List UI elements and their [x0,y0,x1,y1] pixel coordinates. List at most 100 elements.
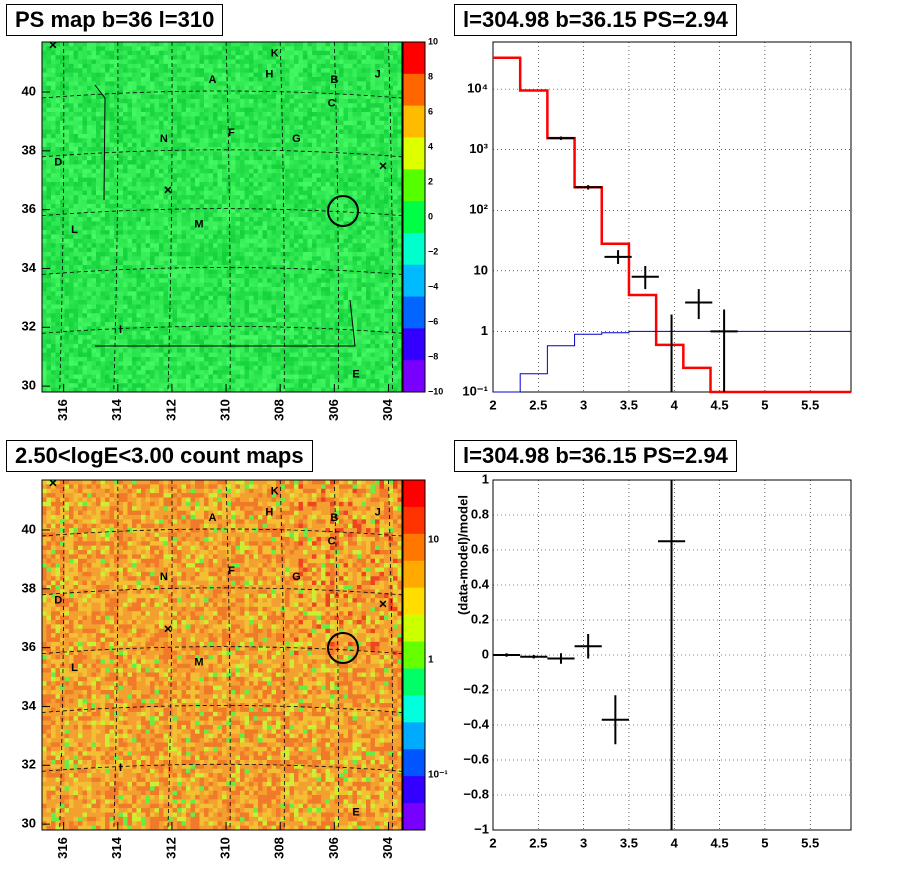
residual-ytick-label: 0.6 [471,541,489,556]
count-source-label-M: M [194,656,203,668]
spectrum-background-line [493,330,851,393]
residual-xtick-label: 3.5 [620,835,638,850]
count_map-xtick-label: 308 [272,837,287,859]
residual-xtick-label: 5 [761,835,768,850]
count_map-ytick-label: 30 [22,816,36,831]
count-map-title: 2.50<logE<3.00 count maps [6,440,313,472]
residual-ytick-label: 0.2 [471,611,489,626]
residual-xtick-label: 2 [489,835,496,850]
source-label-A: A [209,74,217,86]
count-source-label-F: F [228,565,235,577]
count-source-label-C: C [328,536,336,548]
ps-colorbar-band [403,42,425,75]
count-colorbar-frame [402,479,426,831]
count_map-frame [41,479,403,831]
spectrum-ytick-label: 10⁻¹ [462,383,488,398]
ps-colorbar-tick-label: −2 [428,246,438,256]
ps-colorbar-tick-label: 0 [428,211,433,221]
ps-colorbar-band [403,264,425,298]
residual-xtick-label: 4.5 [711,835,729,850]
residual-ylabel: (data-model)/model [455,495,470,615]
ps_map-xtick-label: 314 [109,398,124,420]
ps-colorbar-tick-label: −4 [428,281,438,291]
source-label-L: L [71,224,78,236]
ps-map-title: PS map b=36 l=310 [6,4,224,36]
ps-colorbar-tick-label: −6 [428,316,438,326]
count-colorbar-band [403,803,425,831]
source-label-M: M [194,218,203,230]
count_map-grid-l [113,479,119,831]
spectrum-xtick-label: 2 [489,397,496,412]
source-label-J: J [375,68,381,80]
ps_map-ytick-label: 30 [22,378,36,393]
count-colorbar-band [403,641,425,669]
count-colorbar-tick-label: 1 [428,655,434,666]
ps-colorbar-tick-label: −10 [428,386,443,396]
spectrum-ytick-label: 10² [469,202,488,217]
ps-colorbar-band [403,232,425,266]
ps_map-grid-l [388,41,394,393]
count-colorbar-band [403,668,425,696]
residual-ytick-label: 0 [482,646,489,661]
ps_map-xtick-label: 316 [55,399,70,421]
count-colorbar-band [403,480,425,508]
ps-colorbar-tick-label: 10 [428,36,438,46]
count-colorbar-tick-label: 10⁻¹ [428,770,448,781]
count-source-label-G: G [292,571,301,583]
count-source-label-K: K [271,486,279,498]
count-colorbar-band [403,560,425,589]
spectrum-ytick-label: 10 [474,262,488,277]
source-label-K: K [271,48,279,60]
residual-ytick-label: 1 [482,471,489,486]
residual-ytick-label: −0.4 [463,716,489,731]
count_map-grid-l [279,479,285,831]
count_map-xtick-label: 316 [55,837,70,859]
ps-map-cross-marker: × [379,158,387,174]
ps_map-xtick-label: 310 [217,399,232,421]
count_map-ytick-label: 40 [22,521,36,536]
ps-colorbar-tick-label: 2 [428,176,433,186]
residual-xtick-label: 3 [580,835,587,850]
source-label-B: B [330,74,338,86]
count-colorbar-band [403,533,425,562]
count-colorbar-band [403,722,425,750]
ps_map-xtick-label: 312 [163,399,178,421]
count-map-cross-marker: × [49,475,57,491]
count_map-xtick-label: 314 [109,836,124,858]
spectrum-xtick-label: 4 [671,397,679,412]
ps_map-ytick-label: 34 [22,260,37,275]
spectrum-ytick-label: 1 [481,323,488,338]
count_map-ytick-label: 38 [22,580,36,595]
ps-colorbar-band [403,360,425,393]
count-colorbar-band [403,506,425,535]
spectrum-xtick-label: 2.5 [529,397,547,412]
count-source-label-I: I [119,762,122,774]
residual-xtick-label: 2.5 [529,835,547,850]
spectrum-model-line [493,56,851,394]
ps-map-cross-marker: × [164,182,172,198]
source-label-H: H [265,68,273,80]
ps_map-ytick-label: 36 [22,201,36,216]
count_map-grid-l [333,479,339,831]
ps_map-xtick-label: 306 [326,399,341,421]
count_map-grid-l [59,479,65,831]
count_map-ytick-label: 32 [22,757,36,772]
residual-ytick-label: −0.6 [463,751,489,766]
residual-ytick-label: −1 [474,821,489,836]
ps-map-cross-marker: × [49,37,57,53]
ps-map-selected-source-circle [327,195,359,227]
count_map-ytick-label: 36 [22,639,36,654]
ps-map-region-outline [94,84,356,347]
source-label-E: E [352,368,359,380]
count-source-label-E: E [352,806,359,818]
count-colorbar-band [403,749,425,777]
count-map-cross-marker: × [379,596,387,612]
residual-xtick-label: 4 [671,835,679,850]
ps-colorbar-band [403,328,425,361]
ps-colorbar-band [403,169,425,202]
ps_map-ytick-label: 32 [22,319,36,334]
ps-colorbar-tick-label: 4 [428,141,433,151]
ps-colorbar-band [403,296,425,329]
ps_map-ytick-label: 40 [22,83,36,98]
ps-colorbar-band [403,201,425,234]
